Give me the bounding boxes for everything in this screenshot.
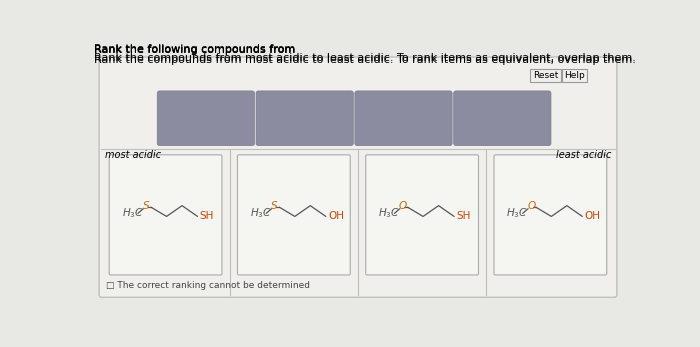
Text: Help: Help — [564, 71, 584, 81]
Text: O: O — [399, 201, 407, 211]
FancyBboxPatch shape — [562, 69, 587, 83]
Text: Reset: Reset — [533, 71, 558, 81]
FancyBboxPatch shape — [256, 91, 354, 146]
Text: $H_3C$: $H_3C$ — [506, 206, 528, 220]
Text: Rank the following compounds from: Rank the following compounds from — [94, 45, 298, 56]
Text: O: O — [527, 201, 536, 211]
FancyBboxPatch shape — [158, 91, 255, 146]
Text: $H_3C$: $H_3C$ — [250, 206, 272, 220]
Text: Rank the following compounds from: Rank the following compounds from — [94, 45, 298, 56]
Text: $H_3C$: $H_3C$ — [122, 206, 144, 220]
Text: S: S — [143, 201, 150, 211]
Text: OH: OH — [328, 211, 344, 221]
Text: SH: SH — [456, 211, 471, 221]
FancyBboxPatch shape — [494, 155, 607, 275]
FancyBboxPatch shape — [454, 91, 551, 146]
Text: OH: OH — [584, 211, 601, 221]
Text: least acidic: least acidic — [556, 150, 611, 160]
FancyBboxPatch shape — [530, 69, 561, 83]
Text: most acidic: most acidic — [104, 150, 161, 160]
FancyBboxPatch shape — [365, 155, 479, 275]
FancyBboxPatch shape — [109, 155, 222, 275]
Text: Rank the following compounds from: Rank the following compounds from — [94, 44, 298, 54]
Text: S: S — [272, 201, 278, 211]
FancyBboxPatch shape — [99, 57, 617, 297]
FancyBboxPatch shape — [355, 91, 452, 146]
FancyBboxPatch shape — [237, 155, 350, 275]
Text: $H_3C$: $H_3C$ — [378, 206, 400, 220]
Text: □ The correct ranking cannot be determined: □ The correct ranking cannot be determin… — [106, 281, 310, 290]
Text: SH: SH — [200, 211, 214, 221]
Text: Rank the compounds from most acidic to least acidic. To rank items as equivalent: Rank the compounds from most acidic to l… — [94, 53, 636, 63]
Text: Rank the compounds from most acidic to least acidic. To rank items as equivalent: Rank the compounds from most acidic to l… — [94, 55, 636, 65]
